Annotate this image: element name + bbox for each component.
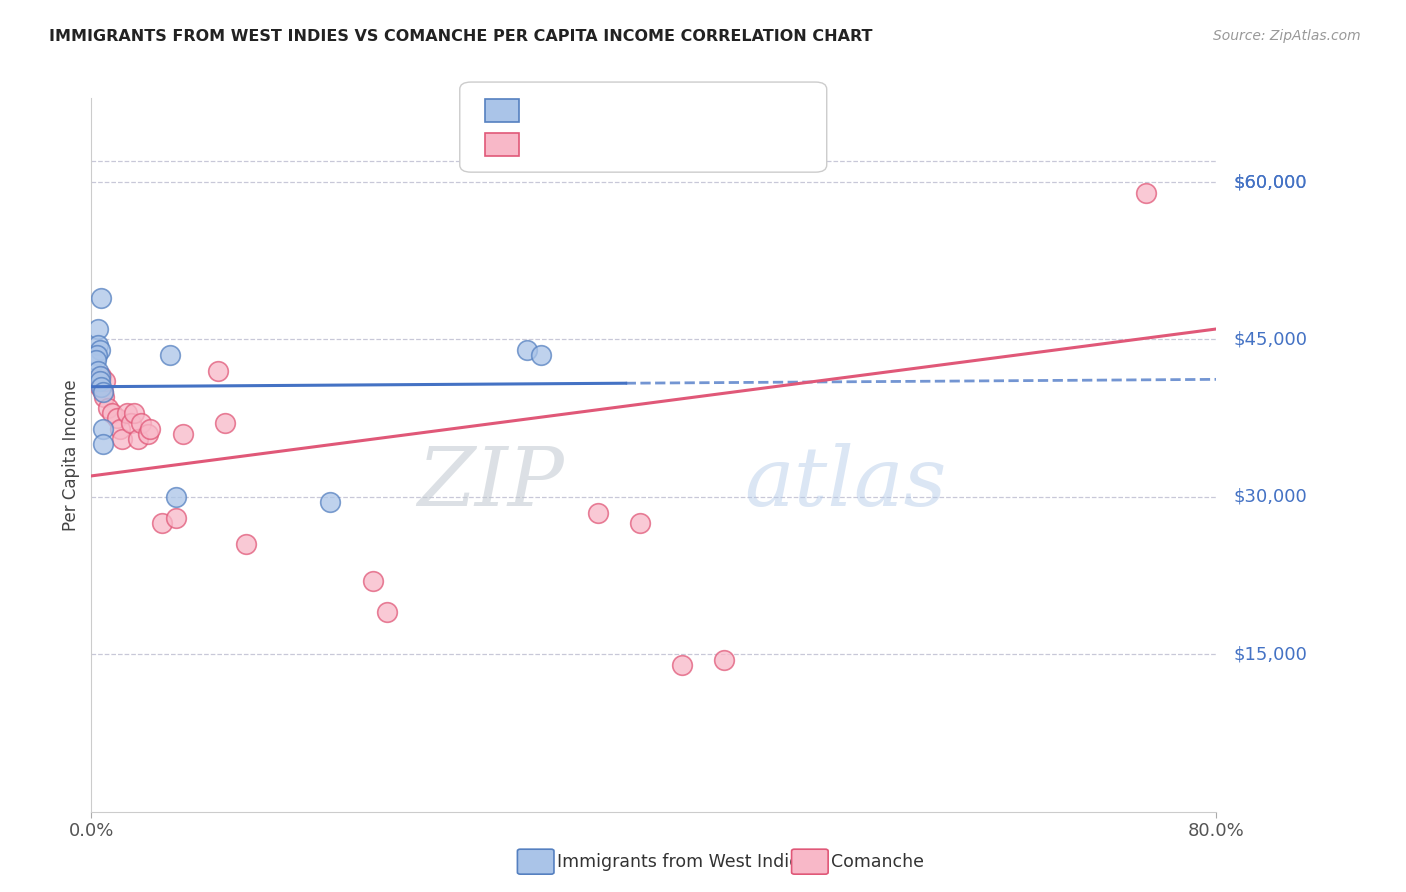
Text: IMMIGRANTS FROM WEST INDIES VS COMANCHE PER CAPITA INCOME CORRELATION CHART: IMMIGRANTS FROM WEST INDIES VS COMANCHE … xyxy=(49,29,873,44)
Point xyxy=(165,511,187,525)
Y-axis label: Per Capita Income: Per Capita Income xyxy=(62,379,80,531)
Text: ZIP: ZIP xyxy=(418,443,564,524)
Text: $15,000: $15,000 xyxy=(1233,645,1308,664)
Point xyxy=(108,422,131,436)
Point xyxy=(87,322,110,336)
Point xyxy=(713,652,735,666)
Text: $60,000: $60,000 xyxy=(1233,173,1306,191)
Point xyxy=(87,375,110,389)
Point xyxy=(139,422,162,436)
Point xyxy=(122,406,145,420)
Point xyxy=(150,516,173,530)
Point xyxy=(86,348,108,362)
Text: N =: N = xyxy=(633,102,672,120)
Point xyxy=(97,401,120,415)
Point xyxy=(136,426,159,441)
Point xyxy=(93,390,115,404)
Point xyxy=(361,574,384,588)
Point xyxy=(319,495,342,509)
Point xyxy=(89,375,111,389)
Point xyxy=(89,380,111,394)
Point xyxy=(91,437,114,451)
Text: atlas: atlas xyxy=(744,443,946,524)
Point xyxy=(165,490,187,504)
Point xyxy=(129,417,152,431)
Point xyxy=(89,369,111,384)
Point xyxy=(530,348,553,362)
Point xyxy=(671,657,693,672)
Point xyxy=(90,369,112,384)
Point xyxy=(628,516,651,530)
Point xyxy=(84,353,107,368)
Text: 31: 31 xyxy=(672,136,695,153)
Point xyxy=(1135,186,1157,200)
Point xyxy=(120,417,142,431)
Text: $60,000: $60,000 xyxy=(1233,173,1306,191)
Point xyxy=(87,364,110,378)
Text: N =: N = xyxy=(633,136,672,153)
Text: 0.044: 0.044 xyxy=(569,102,620,120)
Point xyxy=(207,364,229,378)
Text: $30,000: $30,000 xyxy=(1233,488,1306,506)
Point xyxy=(91,384,114,399)
Point xyxy=(105,411,128,425)
Text: $45,000: $45,000 xyxy=(1233,330,1308,349)
Point xyxy=(94,375,117,389)
Point xyxy=(111,432,134,446)
Point xyxy=(127,432,149,446)
Point xyxy=(586,506,609,520)
Text: 0.352: 0.352 xyxy=(569,136,621,153)
Point xyxy=(87,337,110,351)
Point xyxy=(516,343,538,357)
Point xyxy=(90,291,112,305)
Text: Comanche: Comanche xyxy=(831,853,924,871)
Point xyxy=(235,537,257,551)
Point xyxy=(101,406,124,420)
Point xyxy=(172,426,194,441)
Text: R =: R = xyxy=(530,102,569,120)
Text: Immigrants from West Indies: Immigrants from West Indies xyxy=(557,853,808,871)
Point xyxy=(89,343,111,357)
Point xyxy=(159,348,181,362)
Point xyxy=(91,422,114,436)
Point xyxy=(91,384,114,399)
Text: Source: ZipAtlas.com: Source: ZipAtlas.com xyxy=(1213,29,1361,43)
Point xyxy=(115,406,138,420)
Text: 18: 18 xyxy=(672,102,695,120)
Text: R =: R = xyxy=(530,136,569,153)
Point xyxy=(214,417,236,431)
Point xyxy=(375,605,398,619)
Point xyxy=(90,380,112,394)
